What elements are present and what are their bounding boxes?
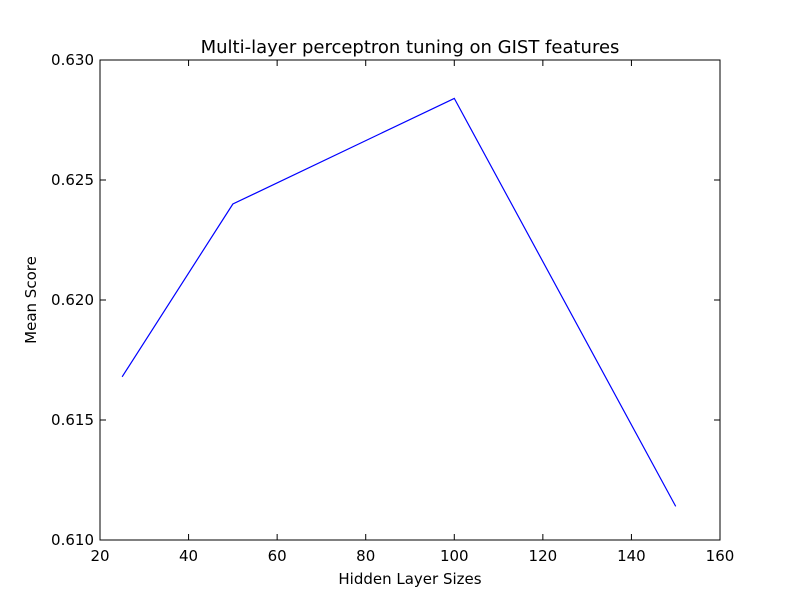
x-tick-label: 20: [90, 547, 109, 565]
chart-title: Multi-layer perceptron tuning on GIST fe…: [201, 37, 620, 58]
y-tick-label: 0.615: [51, 411, 94, 429]
x-tick-label: 140: [617, 547, 646, 565]
y-tick-label: 0.620: [51, 291, 94, 309]
y-tick-label: 0.625: [51, 171, 94, 189]
series-line: [121, 97, 677, 507]
y-tick-label: 0.630: [51, 51, 94, 69]
x-tick-label: 100: [440, 547, 469, 565]
y-axis-title: Mean Score: [22, 256, 40, 344]
x-tick-label: 40: [179, 547, 198, 565]
y-tick-label: 0.610: [51, 531, 94, 549]
ticks-layer: 20 40 60 80 100 120 140 160 0.610 0.615 0.620 0.625…: [51, 51, 734, 565]
plot-area: [100, 60, 720, 540]
x-tick-label: 160: [706, 547, 735, 565]
series-layer: [121, 97, 677, 507]
x-axis-title: Hidden Layer Sizes: [338, 570, 481, 588]
x-tick-label: 80: [356, 547, 375, 565]
x-tick-label: 120: [529, 547, 558, 565]
x-tick-label: 60: [268, 547, 287, 565]
